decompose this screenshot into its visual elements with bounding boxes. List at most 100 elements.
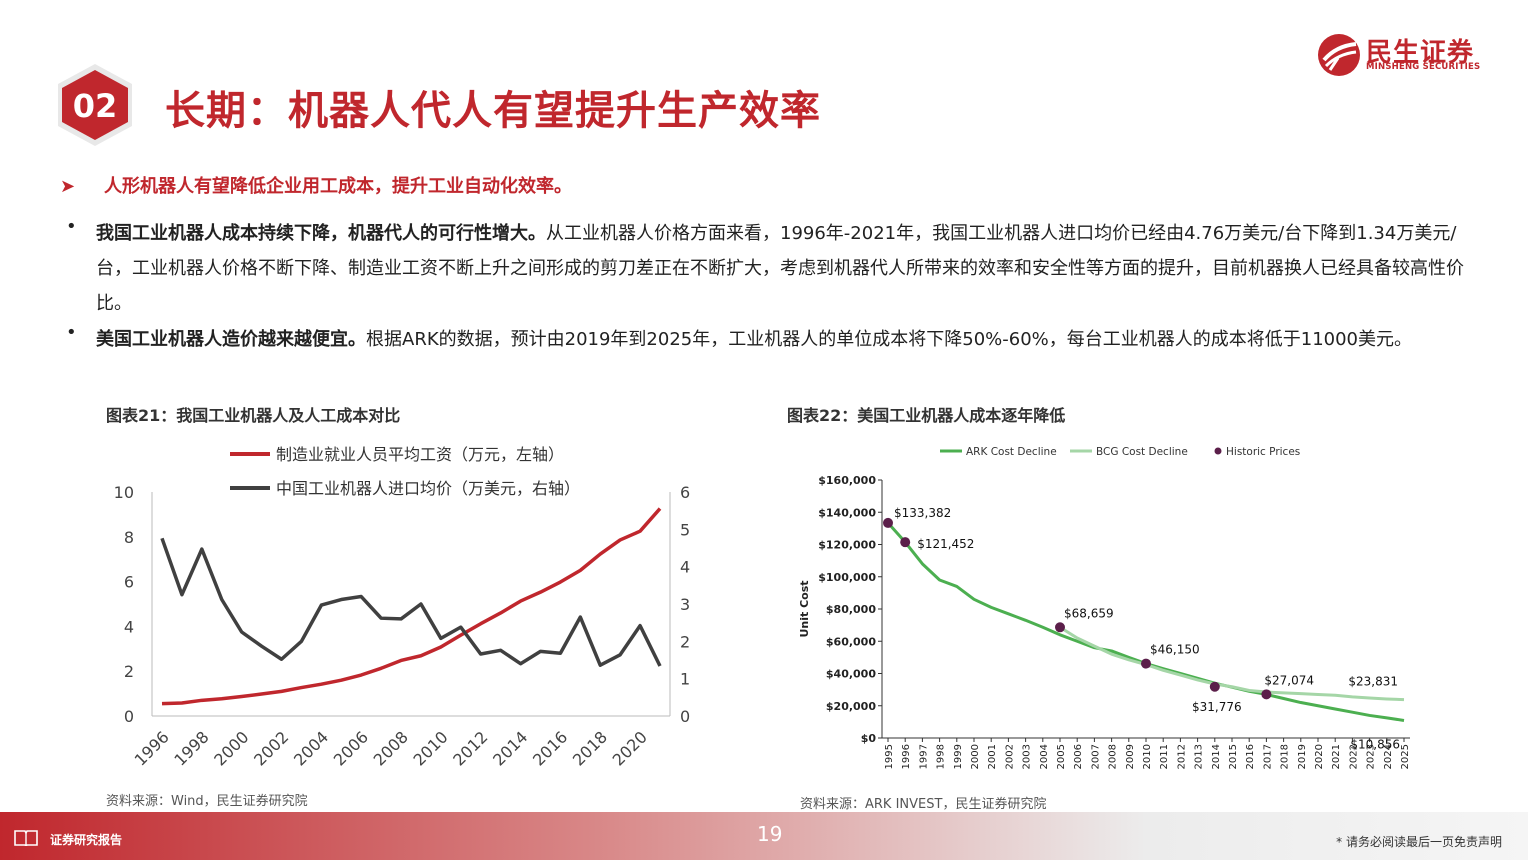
x-tick-label: 2018 bbox=[1280, 744, 1291, 769]
series-line bbox=[161, 507, 662, 706]
x-tick-label: 2019 bbox=[1297, 744, 1308, 769]
page-number: 19 bbox=[757, 822, 783, 846]
data-label: $46,150 bbox=[1150, 643, 1200, 657]
y-right-tick-label: 0 bbox=[680, 707, 690, 726]
x-tick-label: 2020 bbox=[609, 727, 651, 769]
data-label: $10,856 bbox=[1350, 737, 1400, 751]
section-number-badge: 02 bbox=[58, 64, 132, 146]
x-tick-label: 2018 bbox=[569, 727, 611, 769]
y-left-tick-label: 6 bbox=[124, 573, 134, 592]
minsheng-logo: 民生证券 MINSHENG SECURITIES bbox=[1316, 30, 1486, 80]
legend-label: ARK Cost Decline bbox=[966, 446, 1057, 458]
data-label: $23,831 bbox=[1348, 675, 1398, 689]
legend-swatch bbox=[1214, 447, 1222, 455]
x-tick-label: 1998 bbox=[936, 744, 947, 769]
series-line bbox=[160, 537, 662, 667]
bullet-text: 我国工业机器人成本持续下降，机器代人的可行性增大。从工业机器人价格方面来看，19… bbox=[96, 216, 1466, 321]
series-line-ark bbox=[886, 521, 1405, 722]
legend-label: 中国工业机器人进口均价（万美元，右轴） bbox=[276, 479, 580, 498]
data-label: $121,452 bbox=[917, 537, 974, 551]
y-tick-label: $80,000 bbox=[826, 603, 876, 616]
footer-bar: 证券研究报告 19 * 请务必阅读最后一页免责声明 bbox=[0, 812, 1528, 860]
legend-label: 制造业就业人员平均工资（万元，左轴） bbox=[276, 445, 564, 464]
x-tick-label: 2006 bbox=[330, 727, 372, 769]
x-tick-label: 2002 bbox=[250, 727, 292, 769]
chart1-source: 资料来源：Wind，民生证券研究院 bbox=[106, 794, 308, 809]
chart2-source: 资料来源：ARK INVEST，民生证券研究院 bbox=[800, 797, 1047, 812]
footer-label: 证券研究报告 bbox=[50, 833, 123, 847]
y-tick-label: $20,000 bbox=[826, 700, 876, 713]
x-tick-label: 1995 bbox=[884, 744, 895, 769]
y-right-tick-label: 1 bbox=[680, 670, 690, 689]
y-tick-label: $160,000 bbox=[818, 474, 876, 487]
x-tick-label: 2017 bbox=[1262, 744, 1273, 769]
x-tick-label: 2009 bbox=[1125, 744, 1136, 769]
x-tick-label: 2010 bbox=[409, 727, 451, 769]
x-tick-label: 2008 bbox=[370, 727, 412, 769]
data-label: $133,382 bbox=[894, 506, 951, 520]
x-tick-label: 1999 bbox=[953, 744, 964, 769]
historic-price-point bbox=[900, 537, 911, 548]
lead-text: 人形机器人有望降低企业用工成本，提升工业自动化效率。 bbox=[104, 176, 572, 197]
y-right-tick-label: 6 bbox=[680, 483, 690, 502]
bullet-body: 根据ARK的数据，预计由2019年到2025年，工业机器人的单位成本将下降50%… bbox=[366, 329, 1413, 350]
bullet-bold: 美国工业机器人造价越来越便宜。 bbox=[96, 329, 366, 350]
x-tick-label: 2016 bbox=[529, 727, 571, 769]
y-left-tick-label: 8 bbox=[124, 528, 134, 547]
x-tick-label: 2016 bbox=[1245, 744, 1256, 769]
lead-statement: ➤ 人形机器人有望降低企业用工成本，提升工业自动化效率。 bbox=[60, 172, 572, 198]
y-left-tick-label: 0 bbox=[124, 707, 134, 726]
bullet-dot-icon: • bbox=[66, 216, 77, 237]
historic-price-point bbox=[1055, 622, 1065, 633]
x-tick-label: 2005 bbox=[1056, 744, 1067, 769]
x-tick-label: 2003 bbox=[1022, 744, 1033, 769]
x-tick-label: 1996 bbox=[901, 744, 912, 769]
x-tick-label: 2000 bbox=[210, 727, 252, 769]
chart2-title: 图表22：美国工业机器人成本逐年降低 bbox=[787, 406, 1066, 425]
x-tick-label: 2013 bbox=[1194, 744, 1205, 769]
x-tick-label: 1998 bbox=[170, 727, 212, 769]
x-tick-label: 2020 bbox=[1314, 744, 1325, 769]
chart1-svg: 0246810012345619961998200020022004200620… bbox=[114, 445, 691, 770]
book-icon bbox=[14, 830, 38, 846]
x-tick-label: 2025 bbox=[1400, 744, 1411, 769]
x-tick-label: 1997 bbox=[918, 744, 929, 769]
y-tick-label: $140,000 bbox=[818, 506, 876, 519]
y-tick-label: $40,000 bbox=[826, 668, 876, 681]
data-label: $27,074 bbox=[1264, 673, 1314, 687]
x-tick-label: 2011 bbox=[1159, 744, 1170, 769]
x-tick-label: 2012 bbox=[449, 727, 491, 769]
section-number: 02 bbox=[73, 87, 118, 125]
x-tick-label: 2000 bbox=[970, 744, 981, 769]
x-tick-label: 2022 bbox=[1348, 744, 1359, 769]
x-tick-label: 2014 bbox=[489, 727, 531, 769]
data-label: $31,776 bbox=[1192, 700, 1242, 714]
disclaimer: * 请务必阅读最后一页免责声明 bbox=[1336, 835, 1502, 849]
x-tick-label: 2002 bbox=[1004, 744, 1015, 769]
x-tick-label: 2024 bbox=[1383, 744, 1394, 769]
y-axis-title: Unit Cost bbox=[798, 580, 811, 637]
bullet-bold: 我国工业机器人成本持续下降，机器代人的可行性增大。 bbox=[96, 223, 546, 244]
bullet-dot-icon: • bbox=[66, 322, 77, 343]
y-right-tick-label: 5 bbox=[680, 520, 690, 539]
x-tick-label: 2014 bbox=[1211, 744, 1222, 769]
y-tick-label: $100,000 bbox=[818, 571, 876, 584]
y-right-tick-label: 3 bbox=[680, 595, 690, 614]
legend-label: BCG Cost Decline bbox=[1096, 446, 1188, 458]
logo-cn-text: 民生证券 bbox=[1366, 38, 1475, 68]
x-tick-label: 2004 bbox=[290, 727, 332, 769]
logo-en-text: MINSHENG SECURITIES bbox=[1366, 62, 1481, 72]
x-tick-label: 2021 bbox=[1331, 744, 1342, 769]
historic-price-point bbox=[1141, 658, 1151, 669]
x-tick-label: 2010 bbox=[1142, 744, 1153, 769]
series-line-bcg bbox=[1059, 626, 1405, 702]
historic-price-point bbox=[883, 517, 893, 528]
x-tick-label: 2012 bbox=[1176, 744, 1187, 769]
bullet-text: 美国工业机器人造价越来越便宜。根据ARK的数据，预计由2019年到2025年，工… bbox=[96, 322, 1466, 357]
x-tick-label: 1996 bbox=[131, 727, 173, 769]
x-tick-label: 2001 bbox=[987, 744, 998, 769]
page-title: 长期：机器人代人有望提升生产效率 bbox=[165, 88, 821, 134]
historic-price-point bbox=[1209, 681, 1220, 692]
y-right-tick-label: 2 bbox=[680, 632, 690, 651]
bullet-body: 从工业机器人价格方面来看，1996年-2021年，我国工业机器人进口均价已经由4… bbox=[96, 223, 1464, 314]
